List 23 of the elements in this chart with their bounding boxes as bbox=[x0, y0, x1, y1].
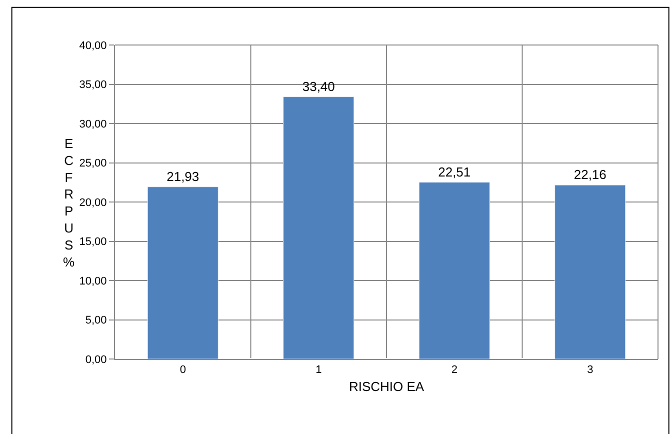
y-tick-label: 5,00 bbox=[85, 314, 107, 327]
data-label: 22,51 bbox=[438, 164, 471, 180]
x-tick-label: 1 bbox=[316, 364, 322, 376]
y-tick-label: 10,00 bbox=[79, 275, 107, 288]
bar bbox=[554, 184, 626, 359]
y-tick-label: 20,00 bbox=[79, 196, 107, 209]
y-axis-title: ECFRPUS % bbox=[63, 136, 75, 270]
data-label: 22,16 bbox=[574, 167, 606, 182]
y-tick-label: 35,00 bbox=[79, 79, 107, 92]
x-tick-label: 3 bbox=[587, 364, 594, 376]
y-tick-label: 25,00 bbox=[79, 158, 107, 170]
y-tick-label: 40,00 bbox=[79, 40, 107, 52]
data-label: 21,93 bbox=[166, 168, 200, 184]
y-tick-label: 15,00 bbox=[79, 236, 107, 248]
data-label: 33,40 bbox=[302, 78, 335, 94]
x-tick-label: 0 bbox=[180, 364, 186, 376]
bar bbox=[147, 186, 218, 359]
bar bbox=[418, 182, 490, 359]
y-tick-label: 30,00 bbox=[79, 118, 107, 130]
bar bbox=[283, 96, 354, 359]
x-tick-label: 2 bbox=[451, 364, 458, 376]
x-axis-title: RISCHIO EA bbox=[348, 378, 424, 394]
y-tick-label: 0,00 bbox=[85, 354, 107, 366]
